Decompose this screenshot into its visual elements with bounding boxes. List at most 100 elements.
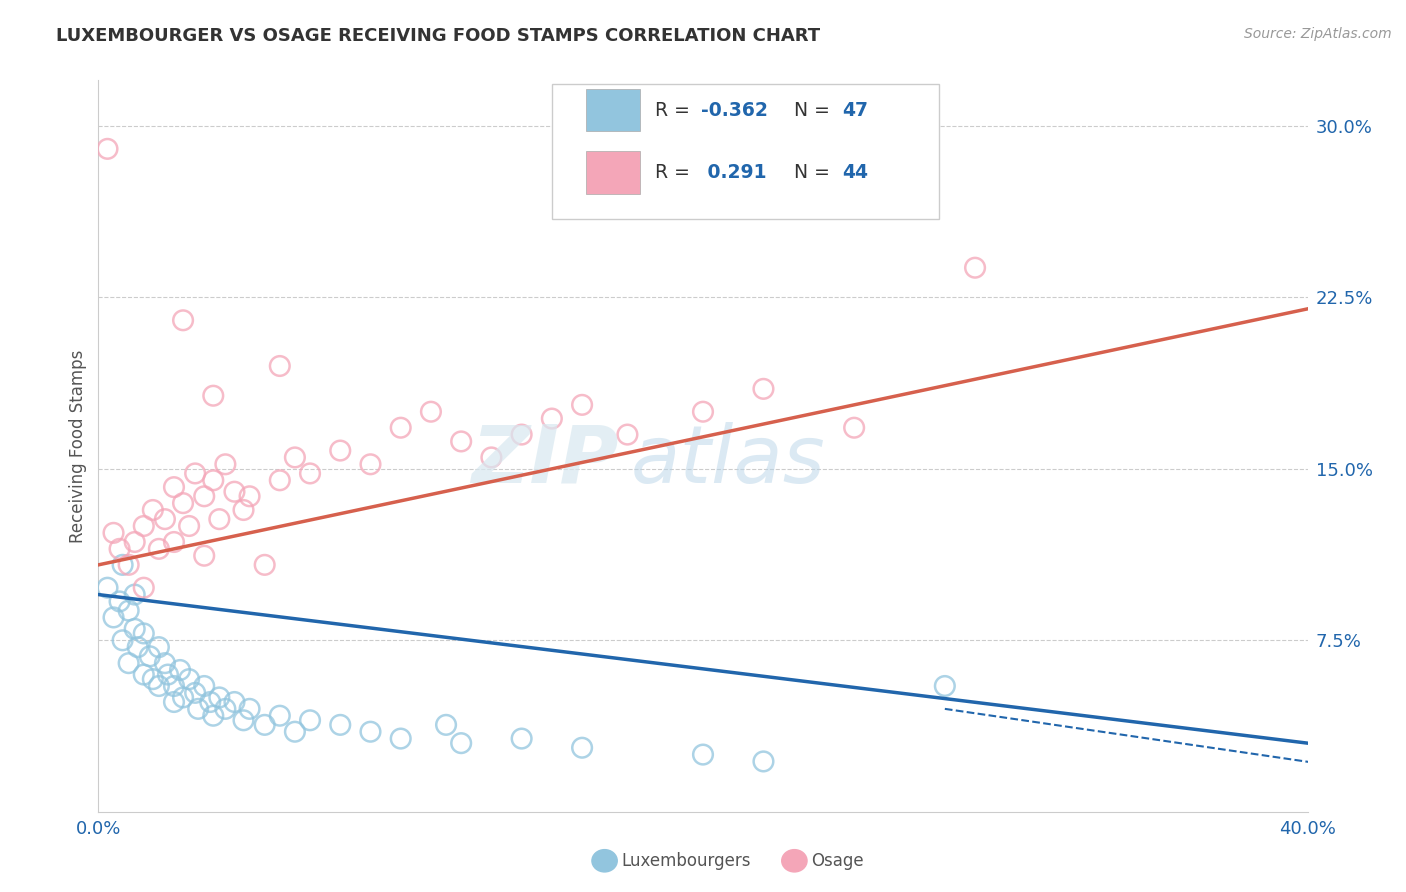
Point xyxy=(692,747,714,762)
Point xyxy=(208,690,231,705)
Point xyxy=(208,512,231,526)
Point xyxy=(163,480,186,494)
Point xyxy=(202,389,225,403)
Point xyxy=(139,649,162,664)
Point xyxy=(179,672,201,686)
Point xyxy=(193,549,215,563)
Text: R =: R = xyxy=(655,163,696,182)
Point xyxy=(169,663,191,677)
Point xyxy=(184,467,207,481)
Point xyxy=(202,473,225,487)
Point xyxy=(299,467,322,481)
Point xyxy=(934,679,956,693)
Point xyxy=(184,686,207,700)
Point xyxy=(132,519,155,533)
Point xyxy=(124,622,146,636)
Point xyxy=(200,695,222,709)
Point xyxy=(269,359,291,373)
Point xyxy=(111,633,134,648)
Point xyxy=(420,405,443,419)
Text: Luxembourgers: Luxembourgers xyxy=(621,852,751,870)
Point xyxy=(96,581,118,595)
Point xyxy=(253,558,276,572)
Point xyxy=(269,473,291,487)
Point xyxy=(127,640,149,655)
Point xyxy=(193,489,215,503)
Point xyxy=(284,724,307,739)
Point xyxy=(965,260,987,275)
Point xyxy=(450,434,472,449)
Point xyxy=(163,695,186,709)
Point xyxy=(103,525,125,540)
Text: -0.362: -0.362 xyxy=(700,101,768,120)
Point xyxy=(389,731,412,746)
Point xyxy=(108,594,131,608)
Point xyxy=(571,740,593,755)
Text: 47: 47 xyxy=(842,101,868,120)
Point xyxy=(510,427,533,442)
Point xyxy=(214,458,236,472)
Point xyxy=(329,718,352,732)
Point xyxy=(148,541,170,556)
Y-axis label: Receiving Food Stamps: Receiving Food Stamps xyxy=(69,350,87,542)
Point xyxy=(118,603,141,617)
Point xyxy=(132,626,155,640)
Point xyxy=(179,519,201,533)
Point xyxy=(118,656,141,670)
Point xyxy=(360,458,382,472)
Point xyxy=(187,702,209,716)
Point xyxy=(193,679,215,693)
Text: 44: 44 xyxy=(842,163,868,182)
Point xyxy=(132,667,155,681)
Point xyxy=(124,588,146,602)
Point xyxy=(239,489,262,503)
Text: R =: R = xyxy=(655,101,696,120)
Point xyxy=(172,496,194,510)
Text: ZIP: ZIP xyxy=(471,422,619,500)
Point xyxy=(540,411,562,425)
Point xyxy=(269,708,291,723)
Point xyxy=(142,503,165,517)
Point xyxy=(389,420,412,434)
Bar xyxy=(586,89,640,131)
Point xyxy=(111,558,134,572)
Text: Source: ZipAtlas.com: Source: ZipAtlas.com xyxy=(1244,27,1392,41)
Bar xyxy=(586,152,640,194)
Point xyxy=(118,558,141,572)
Point xyxy=(153,656,176,670)
Point xyxy=(284,450,307,465)
Point xyxy=(172,690,194,705)
Point xyxy=(96,142,118,156)
Point xyxy=(142,672,165,686)
Point xyxy=(434,718,457,732)
Point xyxy=(148,640,170,655)
Point xyxy=(103,610,125,624)
Text: LUXEMBOURGER VS OSAGE RECEIVING FOOD STAMPS CORRELATION CHART: LUXEMBOURGER VS OSAGE RECEIVING FOOD STA… xyxy=(56,27,820,45)
Point xyxy=(232,714,254,728)
Point xyxy=(172,313,194,327)
Point xyxy=(224,695,246,709)
Point xyxy=(153,512,176,526)
Point xyxy=(616,427,638,442)
Point xyxy=(692,405,714,419)
Point xyxy=(844,420,866,434)
Point xyxy=(360,724,382,739)
Point xyxy=(752,382,775,396)
Point xyxy=(299,714,322,728)
Point xyxy=(163,679,186,693)
Text: atlas: atlas xyxy=(630,422,825,500)
Point xyxy=(253,718,276,732)
Point xyxy=(752,755,775,769)
Point xyxy=(571,398,593,412)
Point xyxy=(132,581,155,595)
Text: N =: N = xyxy=(794,163,835,182)
Point xyxy=(224,484,246,499)
Point xyxy=(232,503,254,517)
Point xyxy=(202,708,225,723)
Point xyxy=(156,667,179,681)
Text: 0.291: 0.291 xyxy=(700,163,766,182)
Point xyxy=(450,736,472,750)
Point xyxy=(124,535,146,549)
Point xyxy=(108,541,131,556)
Point xyxy=(239,702,262,716)
